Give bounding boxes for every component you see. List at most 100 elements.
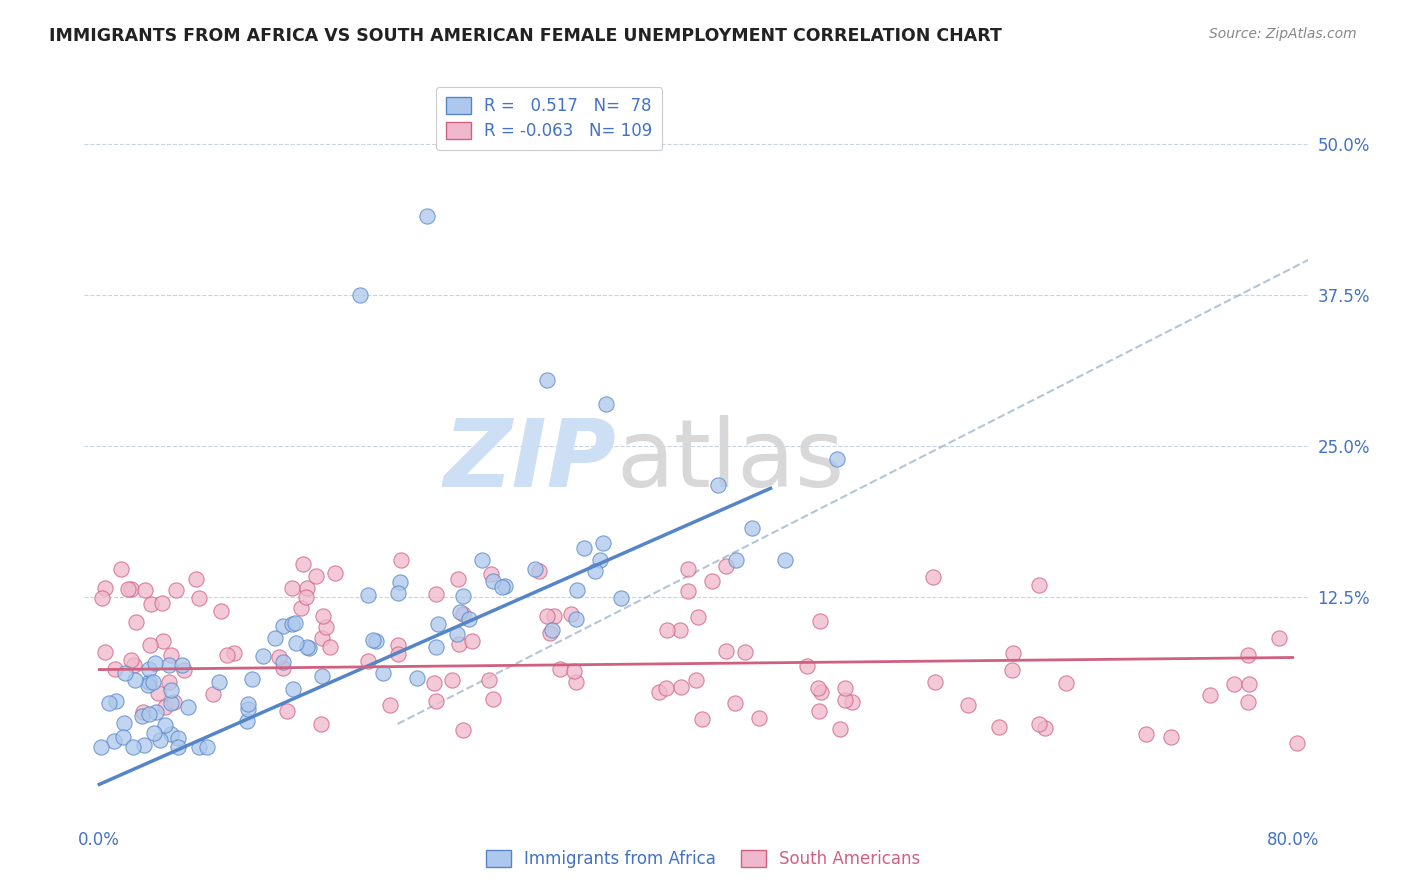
Point <box>91 591 114 605</box>
Point <box>145 706 167 720</box>
Point <box>808 614 831 628</box>
Point <box>141 597 163 611</box>
Point <box>957 698 980 712</box>
Point <box>1268 631 1291 645</box>
Point <box>146 686 169 700</box>
Point <box>134 582 156 597</box>
Point <box>707 478 730 492</box>
Text: Source: ZipAtlas.com: Source: ZipAtlas.com <box>1209 27 1357 41</box>
Point <box>125 615 148 630</box>
Point <box>1028 578 1050 592</box>
Point <box>387 639 409 653</box>
Point <box>167 731 190 745</box>
Text: ZIP: ZIP <box>443 415 616 507</box>
Point <box>134 738 156 752</box>
Point <box>298 641 321 656</box>
Point <box>297 640 319 654</box>
Point <box>170 657 193 672</box>
Point <box>775 553 797 567</box>
Point <box>562 664 585 678</box>
Point <box>131 708 153 723</box>
Point <box>132 705 155 719</box>
Legend: Immigrants from Africa, South Americans: Immigrants from Africa, South Americans <box>479 843 927 875</box>
Point <box>215 648 238 662</box>
Point <box>655 681 678 695</box>
Point <box>103 734 125 748</box>
Point <box>686 609 709 624</box>
Point <box>494 579 516 593</box>
Point <box>523 562 546 576</box>
Point <box>425 587 447 601</box>
Point <box>676 584 699 599</box>
Point <box>222 646 245 660</box>
Point <box>471 552 494 566</box>
Point <box>122 658 145 673</box>
Point <box>165 583 187 598</box>
Point <box>90 739 112 754</box>
Point <box>1033 722 1056 736</box>
Point <box>574 541 596 555</box>
Point <box>807 681 830 695</box>
Point <box>150 596 173 610</box>
Point <box>734 645 756 659</box>
Point <box>138 707 160 722</box>
Point <box>481 691 503 706</box>
Point <box>173 663 195 677</box>
Point <box>138 675 160 690</box>
Point <box>188 739 211 754</box>
Point <box>796 658 818 673</box>
Point <box>529 564 551 578</box>
Point <box>271 655 294 669</box>
Point <box>166 739 188 754</box>
Point <box>1160 730 1182 744</box>
Point <box>987 720 1010 734</box>
Point <box>565 582 588 597</box>
Point <box>748 711 770 725</box>
Point <box>238 698 260 712</box>
Point <box>202 687 225 701</box>
Point <box>425 640 447 654</box>
Point <box>807 704 830 718</box>
Point <box>491 581 513 595</box>
Point <box>676 561 699 575</box>
Point <box>120 582 142 596</box>
Point <box>284 636 307 650</box>
Point <box>142 674 165 689</box>
Point <box>538 626 561 640</box>
Point <box>451 723 474 737</box>
Point <box>187 591 209 606</box>
Point <box>668 624 690 638</box>
Point <box>315 619 337 633</box>
Point <box>240 672 263 686</box>
Point <box>159 648 181 662</box>
Point <box>543 608 565 623</box>
Point <box>595 397 617 411</box>
Point <box>536 609 558 624</box>
Point <box>366 634 388 648</box>
Point <box>810 684 832 698</box>
Point <box>110 562 132 576</box>
Point <box>238 701 260 715</box>
Point <box>160 683 183 698</box>
Point <box>97 696 120 710</box>
Point <box>1001 646 1024 660</box>
Point <box>93 645 115 659</box>
Point <box>124 673 146 687</box>
Point <box>714 559 737 574</box>
Point <box>263 631 285 645</box>
Point <box>311 717 333 731</box>
Point <box>1223 676 1246 690</box>
Point <box>406 671 429 685</box>
Point <box>378 698 401 713</box>
Point <box>142 725 165 739</box>
Point <box>541 623 564 637</box>
Point <box>565 612 588 626</box>
Point <box>426 617 449 632</box>
Point <box>195 739 218 754</box>
Point <box>155 700 177 714</box>
Point <box>425 694 447 708</box>
Point <box>290 601 312 615</box>
Point <box>560 607 582 621</box>
Point <box>292 558 315 572</box>
Point <box>294 591 316 605</box>
